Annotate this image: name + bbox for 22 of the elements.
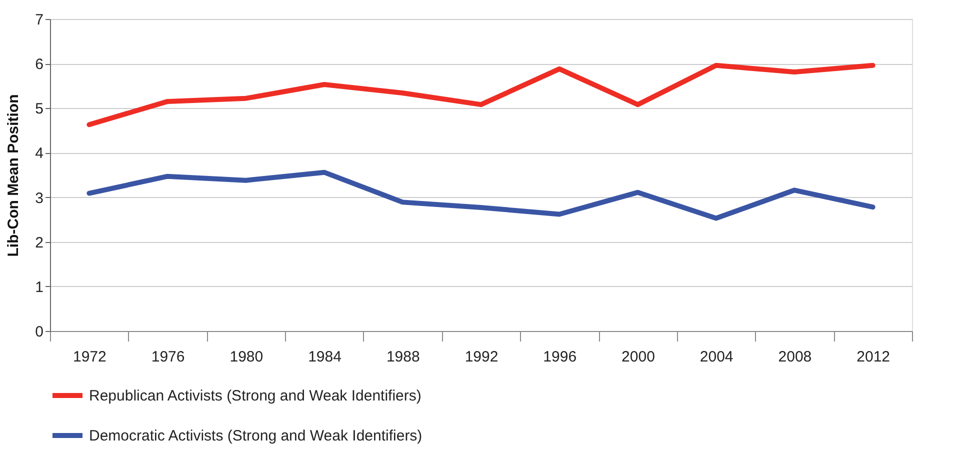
y-tick-label: 2 [35,234,44,252]
x-tick-label: 2012 [856,348,890,366]
legend-label: Democratic Activists (Strong and Weak Identifiers) [89,428,422,444]
y-axis-title: Lib-Con Mean Position [5,94,22,257]
y-tick-label: 3 [35,190,44,207]
y-tick-label: 5 [35,100,44,118]
y-tick-label: 7 [35,12,44,28]
x-tick-label: 2008 [778,348,812,366]
x-tick-label: 1984 [308,348,342,366]
x-tick-label: 1988 [386,348,420,366]
y-tick-label: 1 [35,278,44,296]
y-tick-label: 0 [35,324,44,340]
legend-label: Republican Activists (Strong and Weak Identifiers) [89,388,422,404]
x-tick-label: 1976 [151,348,185,366]
y-tick-label: 6 [35,56,44,74]
x-tick-label: 2004 [700,348,734,366]
x-tick-label: 1992 [464,348,498,366]
x-tick-label: 1980 [230,348,264,366]
y-tick-label: 4 [35,145,44,162]
x-tick-label: 1972 [72,348,106,366]
x-tick-label: 2000 [622,348,655,366]
x-tick-label: 1996 [543,348,577,366]
